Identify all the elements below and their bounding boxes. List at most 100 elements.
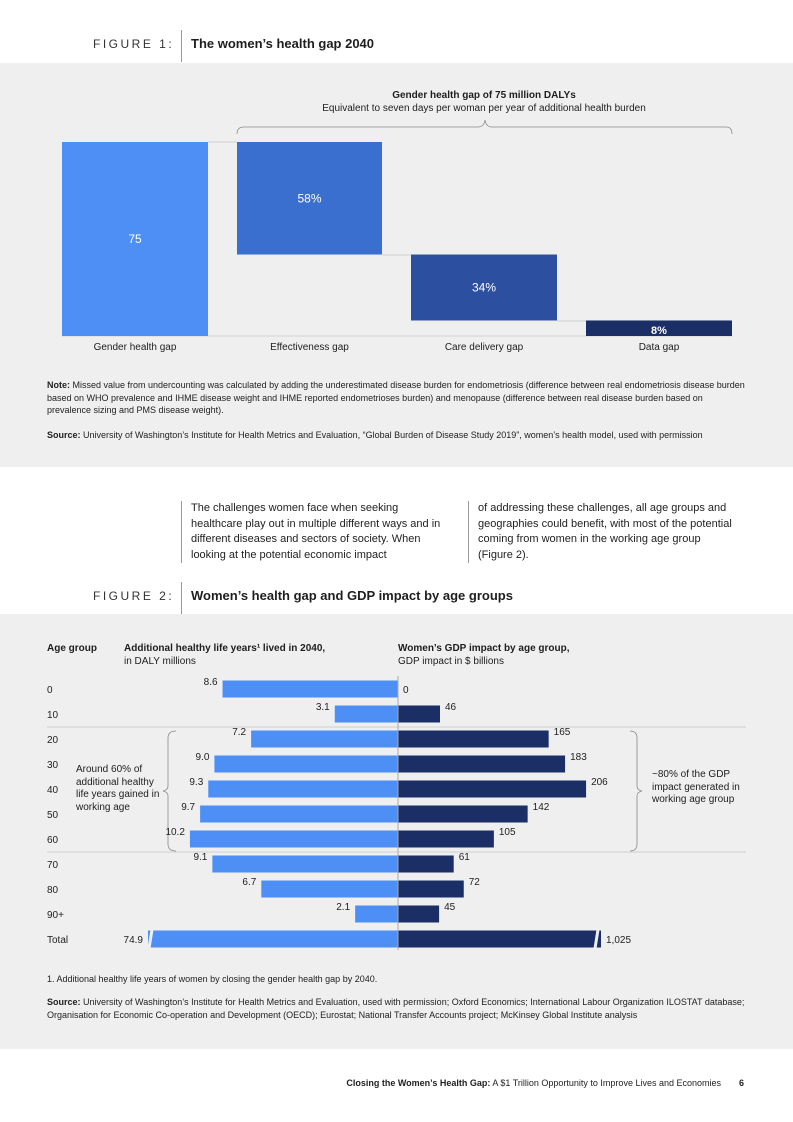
figure2-source-label: Source: bbox=[47, 997, 81, 1007]
age-label-4: 40 bbox=[47, 785, 59, 796]
age-label-10: Total bbox=[47, 935, 68, 946]
gdp-value-7: 61 bbox=[459, 852, 471, 863]
daly-value-0: 8.6 bbox=[204, 677, 218, 688]
intro-separator-1 bbox=[181, 501, 182, 563]
figure2-source-text: University of Washington’s Institute for… bbox=[47, 997, 745, 1020]
gdp-value-3: 183 bbox=[570, 752, 587, 763]
figure1-panel: Gender health gap of 75 million DALYs Eq… bbox=[0, 63, 793, 467]
daly-value-2: 7.2 bbox=[232, 727, 246, 738]
daly-value-1: 3.1 bbox=[316, 702, 330, 713]
gdp-bar-8 bbox=[398, 880, 464, 898]
figure1-label: FIGURE 1: bbox=[93, 37, 175, 51]
gdp-value-2: 165 bbox=[554, 727, 571, 738]
waterfall-bar-0 bbox=[62, 142, 208, 336]
category-label-effectiveness: Effectiveness gap bbox=[270, 342, 349, 353]
waterfall-bar-1 bbox=[237, 142, 382, 255]
age-label-1: 10 bbox=[47, 710, 59, 721]
page-number: 6 bbox=[739, 1078, 745, 1088]
brace-subtitle: Equivalent to seven days per woman per y… bbox=[322, 103, 646, 114]
right-subheader: GDP impact in $ billions bbox=[398, 656, 504, 667]
intro-column-1: The challenges women face when seeking h… bbox=[191, 502, 441, 561]
gdp-value-9: 45 bbox=[444, 902, 456, 913]
daly-value-10: 74.9 bbox=[124, 935, 144, 946]
intro-separator-2 bbox=[468, 501, 469, 563]
age-group-header: Age group bbox=[47, 643, 97, 654]
left-subheader: in DALY millions bbox=[124, 656, 196, 667]
gdp-bar-10 bbox=[398, 930, 601, 948]
daly-bar-1 bbox=[334, 705, 398, 723]
age-label-0: 0 bbox=[47, 685, 53, 696]
figure2-separator bbox=[181, 582, 182, 614]
figure1-title: The women’s health gap 2040 bbox=[191, 36, 375, 51]
note-text: Missed value from undercounting was calc… bbox=[47, 380, 745, 415]
category-label-gender: Gender health gap bbox=[93, 342, 177, 353]
figure2-panel: Age group Additional healthy life years¹… bbox=[0, 614, 793, 1049]
daly-bar-10 bbox=[148, 930, 398, 948]
daly-bar-7 bbox=[212, 855, 398, 873]
age-label-9: 90+ bbox=[47, 910, 64, 921]
daly-break-mark bbox=[147, 929, 154, 949]
gdp-value-0: 0 bbox=[403, 685, 409, 696]
gdp-bar-1 bbox=[398, 705, 440, 723]
age-label-7: 70 bbox=[47, 860, 59, 871]
daly-bar-9 bbox=[355, 905, 398, 923]
figure1-separator bbox=[181, 30, 182, 62]
category-label-care: Care delivery gap bbox=[444, 342, 524, 353]
left-brace bbox=[162, 730, 177, 852]
butterfly-chart: 0 8.6 0 10 3.1 46 20 7.2 165 30 9.0 183 40 9.3 206 50 9.… bbox=[47, 676, 746, 950]
daly-value-6: 10.2 bbox=[165, 827, 185, 838]
daly-value-4: 9.3 bbox=[189, 777, 203, 788]
waterfall-value-label-1: 58% bbox=[297, 191, 321, 205]
age-label-6: 60 bbox=[47, 835, 59, 846]
note-label: Note: bbox=[47, 380, 70, 390]
intro-column-2: of addressing these challenges, all age … bbox=[478, 502, 732, 561]
gdp-break-mark bbox=[593, 929, 600, 949]
right-annotation: ~80% of the GDP impact generated in work… bbox=[652, 769, 740, 805]
gdp-value-4: 206 bbox=[591, 777, 608, 788]
gdp-bar-2 bbox=[398, 730, 549, 748]
waterfall-bar-2 bbox=[411, 254, 557, 321]
figure2-source: Source: University of Washington’s Insti… bbox=[47, 996, 747, 1021]
gdp-bar-5 bbox=[398, 805, 528, 823]
figure1-note: Note: Missed value from undercounting wa… bbox=[47, 379, 747, 417]
waterfall-value-label-3: 8% bbox=[651, 325, 667, 337]
gdp-bar-6 bbox=[398, 830, 494, 848]
age-label-5: 50 bbox=[47, 810, 59, 821]
gdp-bar-9 bbox=[398, 905, 440, 923]
footer-title: Closing the Women’s Health Gap: bbox=[346, 1078, 491, 1088]
daly-value-3: 9.0 bbox=[195, 752, 209, 763]
daly-value-9: 2.1 bbox=[336, 902, 350, 913]
daly-bar-5 bbox=[200, 805, 398, 823]
footer-subtitle: A $1 Trillion Opportunity to Improve Liv… bbox=[492, 1078, 721, 1088]
age-label-3: 30 bbox=[47, 760, 59, 771]
daly-bar-6 bbox=[189, 830, 398, 848]
figure2-title: Women’s health gap and GDP impact by age… bbox=[191, 588, 513, 603]
gdp-bar-4 bbox=[398, 780, 587, 798]
page-footer: Closing the Women’s Health Gap: A $1 Tri… bbox=[346, 1078, 721, 1088]
daly-value-5: 9.7 bbox=[181, 802, 195, 813]
source-label: Source: bbox=[47, 430, 81, 440]
daly-bar-0 bbox=[222, 680, 398, 698]
left-header: Additional healthy life years¹ lived in … bbox=[124, 643, 326, 654]
category-label-data: Data gap bbox=[638, 342, 680, 353]
daly-bar-3 bbox=[214, 755, 398, 773]
waterfall-value-label-2: 34% bbox=[472, 281, 496, 295]
figure2-footnote: 1. Additional healthy life years of wome… bbox=[47, 974, 378, 984]
figure2-label: FIGURE 2: bbox=[93, 589, 175, 603]
gdp-value-8: 72 bbox=[469, 877, 481, 888]
source-text: University of Washington’s Institute for… bbox=[83, 430, 703, 440]
waterfall-chart: 75 58% 34% 8% bbox=[62, 119, 733, 337]
figure1-source: Source: University of Washington’s Insti… bbox=[47, 429, 757, 442]
waterfall-bar-3 bbox=[586, 320, 732, 336]
right-brace bbox=[629, 730, 643, 852]
daly-bar-8 bbox=[261, 880, 398, 898]
daly-value-8: 6.7 bbox=[242, 877, 256, 888]
daly-value-7: 9.1 bbox=[193, 852, 207, 863]
gdp-value-6: 105 bbox=[499, 827, 516, 838]
gdp-value-10: 1,025 bbox=[606, 935, 631, 946]
age-label-2: 20 bbox=[47, 735, 59, 746]
right-header: Women’s GDP impact by age group, bbox=[398, 643, 570, 654]
left-annotation: Around 60% of additional healthy life ye… bbox=[76, 764, 160, 813]
gdp-value-5: 142 bbox=[533, 802, 550, 813]
gdp-value-1: 46 bbox=[445, 702, 457, 713]
